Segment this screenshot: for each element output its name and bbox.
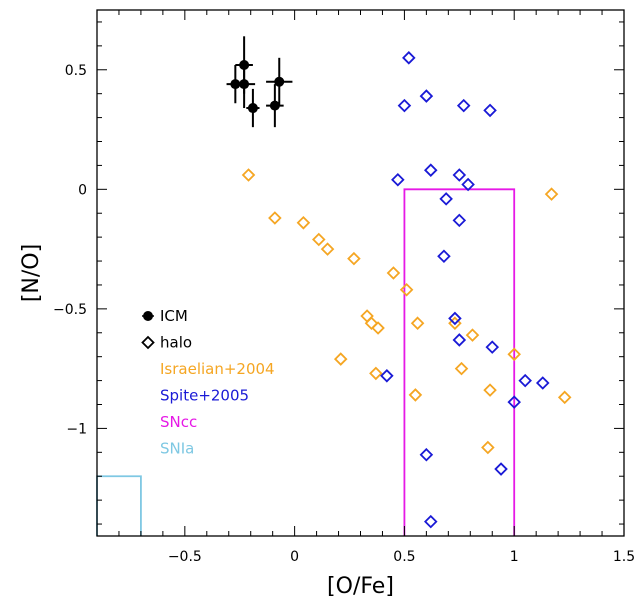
point-spite-2005 [397,98,412,113]
point-spite-2005 [461,177,475,192]
point-spite-2005 [439,192,453,206]
x-tick-label: 0 [290,549,299,565]
legend: ICM halo Israelian+2004 Spite+2005 SNcc SNIa [141,307,275,458]
point-israelian-2004 [241,168,256,182]
point-spite-2005 [456,98,471,113]
point-israelian-2004 [333,352,348,366]
point-spite-2005 [423,163,438,177]
plot-frame [96,9,625,537]
legend-marker-halo [141,335,155,350]
y-tick-label: 0 [78,182,87,198]
point-israelian-2004 [369,366,383,381]
point-icm [269,100,280,111]
point-israelian-2004 [507,347,521,362]
x-tick-label: 0.5 [393,549,415,565]
point-israelian-2004 [386,266,401,280]
point-icm [274,76,285,87]
point-israelian-2004 [296,216,311,230]
point-israelian-2004 [268,211,282,225]
x-axis-title: [O/Fe] [327,574,394,599]
y-axis-title: [N/O] [19,244,44,302]
point-spite-2005 [535,376,550,390]
point-spite-2005 [448,311,462,326]
point-israelian-2004 [481,440,495,455]
point-spite-2005 [402,51,416,65]
x-tick-label: −0.5 [168,549,202,565]
axis-ticks [96,10,625,536]
point-spite-2005 [380,369,394,383]
point-spite-2005 [437,249,451,264]
point-israelian-2004 [408,388,423,402]
legend-label-sncc: SNcc [160,413,197,431]
y-tick-label: −1 [66,421,87,437]
legend-label-snia: SNIa [160,440,194,458]
point-spite-2005 [483,103,497,118]
legend-label-icm: ICM [160,307,188,325]
x-tick-label: 1 [510,549,519,565]
legend-label-spite-2005: Spite+2005 [160,387,249,405]
legend-label-halo: halo [160,334,192,352]
region-snia [96,475,142,536]
point-israelian-2004 [483,383,497,397]
point-icm [239,79,250,90]
point-icm [247,103,258,114]
legend-label-israelian-2004: Israelian+2004 [160,360,275,378]
point-israelian-2004 [399,282,414,297]
point-israelian-2004 [557,390,572,405]
point-israelian-2004 [410,316,425,330]
point-israelian-2004 [364,316,379,330]
point-israelian-2004 [544,187,559,201]
point-spite-2005 [452,333,467,347]
tick-labels: −0.5 0 0.5 1 1.5 −1 −0.5 0 0.5 [53,63,635,565]
point-spite-2005 [485,340,500,354]
point-israelian-2004 [312,232,326,247]
y-tick-label: −0.5 [53,302,87,318]
point-spite-2005 [419,447,434,462]
point-israelian-2004 [360,309,374,323]
point-israelian-2004 [465,328,480,342]
point-spite-2005 [391,172,405,187]
point-israelian-2004 [454,361,469,376]
point-spite-2005 [452,213,467,228]
point-spite-2005 [423,514,438,529]
point-spite-2005 [518,373,532,388]
point-israelian-2004 [371,321,385,335]
point-israelian-2004 [320,242,335,256]
point-spite-2005 [419,89,434,103]
point-spite-2005 [494,462,508,476]
data-marks [226,36,572,529]
point-spite-2005 [452,168,467,182]
point-israelian-2004 [347,251,361,266]
x-tick-label: 1.5 [613,549,635,565]
y-tick-label: 0.5 [65,63,87,79]
point-spite-2005 [507,395,521,409]
region-sncc [403,188,516,536]
